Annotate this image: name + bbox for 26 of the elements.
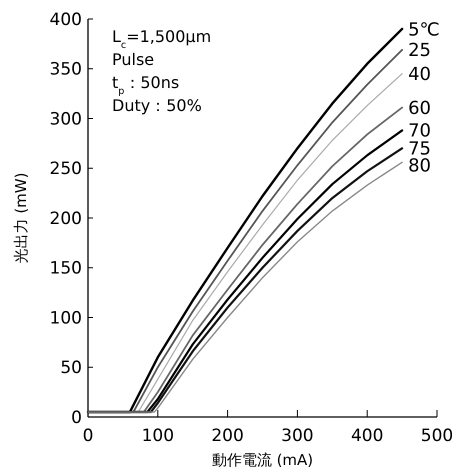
annotation: Pulse	[112, 50, 154, 69]
x-tick-label: 300	[281, 426, 314, 446]
x-tick-label: 400	[350, 426, 384, 446]
y-tick-label: 250	[50, 159, 82, 180]
y-tick-label: 200	[50, 208, 82, 229]
series-label: 5℃	[408, 19, 440, 40]
y-tick-label: 350	[50, 60, 82, 80]
y-tick-label: 0	[71, 408, 82, 428]
series-label: 40	[408, 64, 432, 86]
y-tick-label: 400	[50, 10, 82, 30]
y-tick-label: 300	[50, 109, 82, 130]
x-tick-label: 200	[211, 426, 244, 446]
series-label: 70	[408, 120, 432, 142]
annotation: t$_{p}$：50ns	[112, 73, 180, 96]
annotation: Duty：50%	[112, 96, 202, 115]
series-label: 60	[408, 98, 432, 119]
series-label: 80	[408, 156, 432, 177]
x-axis-title: 動作電流 (mA)	[212, 451, 314, 469]
x-tick-label: 100	[142, 426, 174, 446]
x-tick-label: 500	[420, 426, 454, 446]
series-label: 25	[408, 40, 432, 62]
annotation: L$_{c}$=1,500μm	[112, 27, 212, 50]
y-tick-label: 150	[50, 258, 82, 279]
y-axis-title: 光出力 (mW)	[12, 172, 30, 264]
y-tick-label: 100	[50, 308, 82, 328]
y-tick-label: 50	[60, 358, 82, 378]
